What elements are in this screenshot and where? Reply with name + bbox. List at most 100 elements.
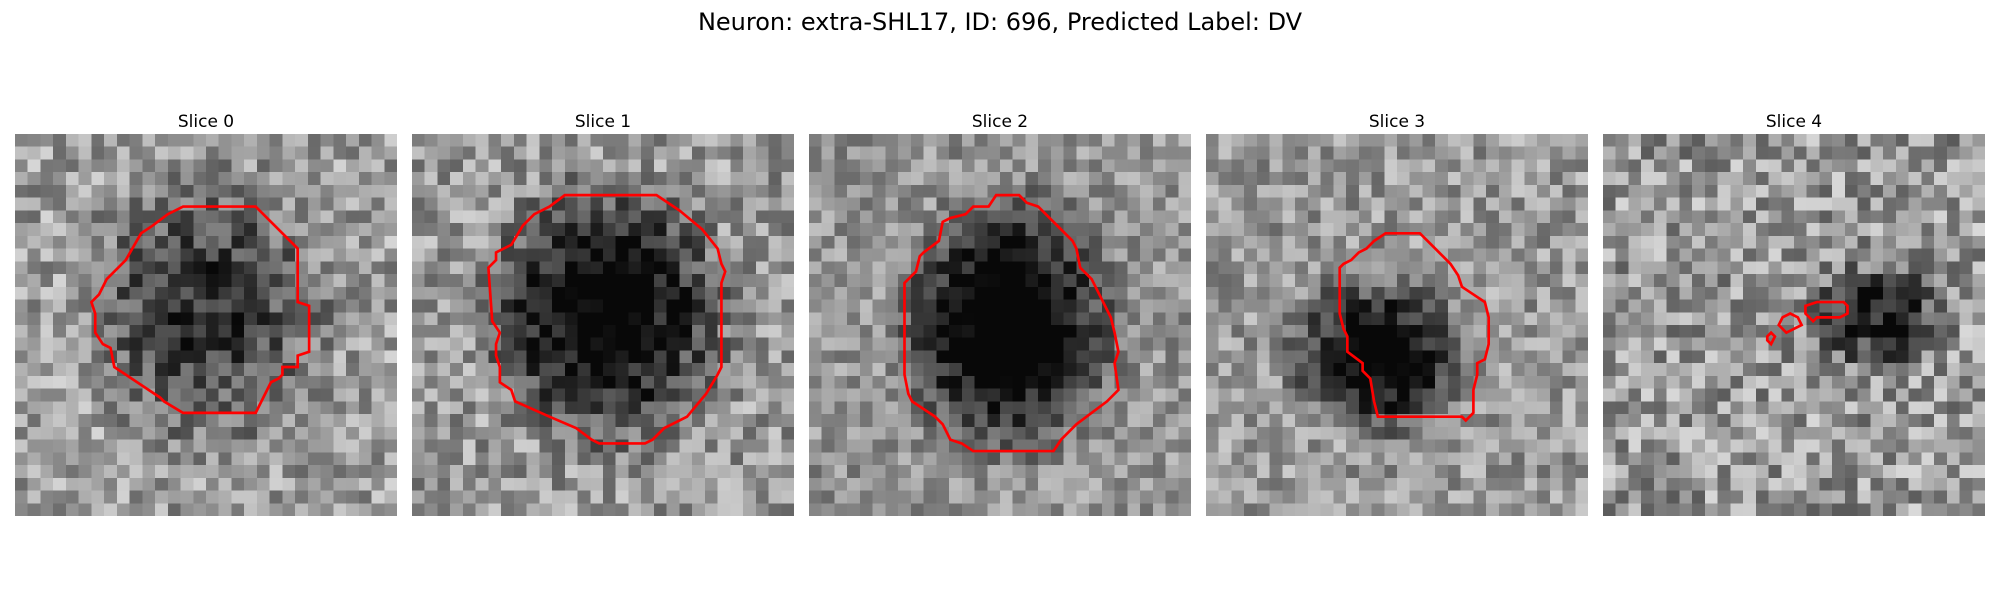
pixel: [282, 465, 296, 478]
pixel: [564, 363, 578, 377]
pixel: [679, 414, 693, 428]
pixel: [1140, 146, 1153, 160]
pixel: [1269, 210, 1283, 224]
pixel: [104, 477, 118, 491]
pixel: [65, 134, 79, 147]
pixel: [1653, 452, 1667, 466]
pixel: [809, 325, 822, 338]
pixel: [1537, 388, 1550, 402]
pixel: [437, 172, 451, 186]
pixel: [923, 375, 937, 389]
pixel: [539, 286, 553, 300]
pixel: [1717, 299, 1731, 313]
pixel: [590, 299, 604, 313]
pixel: [1333, 388, 1347, 402]
pixel: [1152, 223, 1166, 237]
pixel: [768, 299, 782, 313]
pixel: [821, 210, 835, 224]
pixel: [15, 235, 28, 249]
pixel: [1794, 388, 1807, 402]
pixel: [1666, 414, 1680, 428]
pixel: [1460, 312, 1474, 326]
pixel: [1895, 261, 1909, 275]
pixel: [1972, 159, 1985, 173]
pixel: [1038, 401, 1052, 415]
pixel: [1498, 286, 1512, 300]
pixel: [1244, 490, 1258, 504]
pixel: [1603, 503, 1616, 516]
pixel: [1114, 439, 1128, 453]
pixel: [1206, 375, 1219, 389]
pixel: [346, 286, 359, 300]
pixel: [923, 439, 937, 453]
pixel: [91, 375, 105, 389]
pixel: [282, 490, 296, 504]
pixel: [1140, 414, 1153, 428]
pixel: [1781, 465, 1795, 478]
pixel: [526, 363, 540, 377]
pixel: [949, 134, 962, 147]
pixel: [717, 159, 731, 173]
pixel: [590, 325, 604, 338]
pixel: [1895, 134, 1909, 147]
pixel: [577, 134, 591, 147]
pixel: [679, 490, 693, 504]
pixel: [987, 248, 1001, 262]
pixel: [193, 490, 207, 504]
pixel: [577, 274, 591, 287]
pixel: [987, 401, 1001, 415]
pixel: [1447, 350, 1461, 364]
pixel: [206, 172, 219, 186]
pixel: [1908, 325, 1922, 338]
pixel: [167, 439, 181, 453]
pixel: [1755, 401, 1769, 415]
pixel: [1819, 388, 1833, 402]
pixel: [704, 184, 718, 198]
pixel: [552, 286, 565, 300]
pixel: [704, 197, 718, 211]
pixel: [65, 210, 79, 224]
pixel: [1140, 465, 1153, 478]
pixel: [282, 159, 296, 173]
pixel: [923, 248, 937, 262]
pixel: [206, 197, 219, 211]
pixel: [78, 465, 92, 478]
pixel: [269, 439, 283, 453]
pixel: [1320, 414, 1334, 428]
pixel: [1959, 503, 1973, 516]
pixel: [1206, 248, 1219, 262]
pixel: [1218, 197, 1232, 211]
pixel: [1743, 452, 1756, 466]
pixel: [653, 401, 667, 415]
pixel: [475, 477, 489, 491]
pixel: [1883, 388, 1897, 402]
pixel: [1101, 134, 1115, 147]
pixel: [1549, 363, 1563, 377]
pixel: [1743, 426, 1756, 440]
pixel: [1806, 465, 1820, 478]
pixel: [1524, 350, 1538, 364]
pixel: [1934, 465, 1947, 478]
pixel: [1473, 401, 1487, 415]
pixel: [1692, 388, 1706, 402]
pixel: [1435, 274, 1449, 287]
pixel: [590, 210, 604, 224]
pixel: [1127, 337, 1141, 351]
pixel: [949, 299, 962, 313]
pixel: [1384, 503, 1398, 516]
pixel: [1473, 414, 1487, 428]
pixel: [358, 274, 372, 287]
pixel: [1603, 490, 1616, 504]
pixel: [1409, 261, 1423, 275]
pixel: [577, 146, 591, 160]
pixel: [15, 452, 28, 466]
pixel: [923, 503, 937, 516]
pixel: [577, 325, 591, 338]
pixel: [859, 477, 873, 491]
pixel: [1717, 325, 1731, 338]
pixel: [346, 299, 359, 313]
pixel: [78, 452, 92, 466]
pixel: [1781, 439, 1795, 453]
pixel: [743, 477, 756, 491]
pixel: [1244, 439, 1258, 453]
